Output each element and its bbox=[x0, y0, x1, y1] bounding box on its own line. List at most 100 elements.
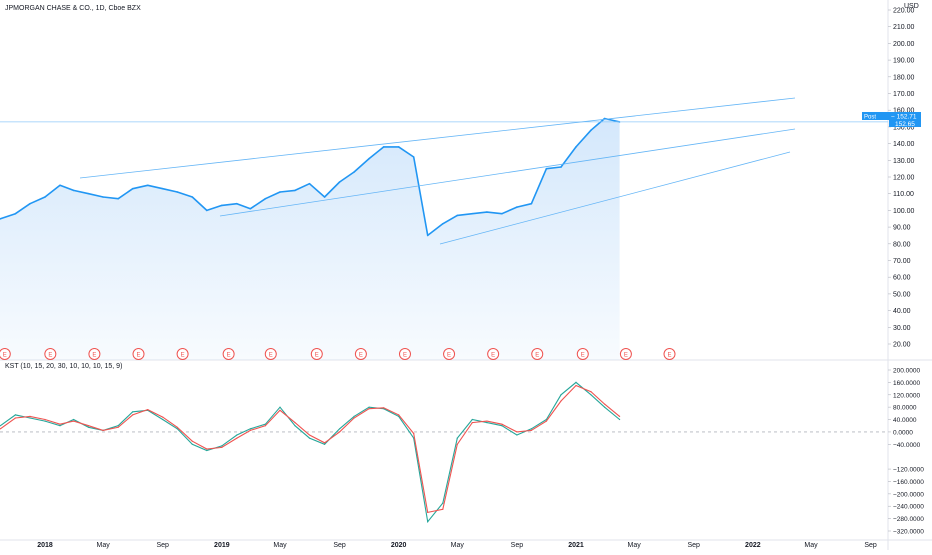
price-point[interactable] bbox=[191, 196, 194, 198]
earnings-marker[interactable]: E bbox=[531, 348, 544, 360]
kst-line-point[interactable] bbox=[619, 418, 621, 421]
kst-signal-line-point[interactable] bbox=[545, 420, 548, 422]
kst-line-point[interactable] bbox=[486, 422, 488, 424]
trendline[interactable] bbox=[219, 128, 796, 217]
kst-line-point[interactable] bbox=[604, 406, 606, 408]
kst-signal-line-point[interactable] bbox=[29, 415, 31, 417]
kst-signal-line-point[interactable] bbox=[486, 420, 488, 422]
kst-signal-line-point[interactable] bbox=[191, 440, 193, 442]
kst-signal-line-point[interactable] bbox=[324, 442, 326, 444]
earnings-marker[interactable]: E bbox=[88, 348, 101, 360]
price-point[interactable] bbox=[264, 197, 267, 200]
price-point[interactable] bbox=[338, 181, 341, 183]
kst-line-point[interactable] bbox=[353, 415, 355, 417]
price-point[interactable] bbox=[382, 146, 385, 148]
kst-signal-line-point[interactable] bbox=[249, 429, 251, 431]
price-point[interactable] bbox=[397, 146, 400, 148]
price-point[interactable] bbox=[323, 196, 326, 198]
kst-line-point[interactable] bbox=[44, 420, 46, 422]
kst-line-point[interactable] bbox=[590, 394, 592, 396]
kst-line-point[interactable] bbox=[339, 428, 341, 430]
price-point[interactable] bbox=[0, 218, 2, 220]
earnings-marker[interactable]: E bbox=[576, 348, 589, 360]
kst-line-point[interactable] bbox=[294, 425, 296, 427]
price-point[interactable] bbox=[102, 196, 104, 198]
earnings-marker[interactable]: E bbox=[176, 348, 189, 360]
earnings-marker[interactable]: E bbox=[354, 348, 367, 360]
price-point[interactable] bbox=[575, 146, 577, 148]
price-point[interactable] bbox=[146, 184, 149, 187]
kst-signal-line-point[interactable] bbox=[560, 400, 562, 402]
kst-line-point[interactable] bbox=[308, 437, 311, 439]
earnings-marker[interactable]: E bbox=[663, 348, 676, 360]
kst-signal-line-point[interactable] bbox=[413, 432, 415, 435]
kst-signal-line-point[interactable] bbox=[73, 420, 75, 422]
earnings-marker[interactable]: E bbox=[443, 348, 456, 360]
kst-line-point[interactable] bbox=[456, 437, 458, 439]
kst-line-point[interactable] bbox=[530, 428, 533, 430]
price-point[interactable] bbox=[516, 206, 518, 208]
kst-signal-line-point[interactable] bbox=[308, 434, 311, 436]
price-point[interactable] bbox=[412, 156, 415, 158]
kst-signal-line-point[interactable] bbox=[59, 423, 61, 425]
price-point[interactable] bbox=[131, 187, 134, 190]
kst-line-point[interactable] bbox=[575, 381, 577, 383]
kst-signal-line-point[interactable] bbox=[339, 431, 341, 433]
kst-signal-line-point[interactable] bbox=[264, 425, 266, 427]
kst-line-point[interactable] bbox=[14, 414, 16, 416]
price-point[interactable] bbox=[590, 129, 592, 131]
kst-signal-line-point[interactable] bbox=[353, 417, 355, 419]
kst-line-point[interactable] bbox=[279, 406, 281, 408]
kst-line-point[interactable] bbox=[132, 411, 134, 413]
kst-line-point[interactable] bbox=[427, 521, 429, 523]
kst-line-point[interactable] bbox=[88, 426, 90, 428]
kst-line-point[interactable] bbox=[221, 445, 223, 447]
kst-line-point[interactable] bbox=[560, 394, 562, 396]
kst-signal-line-point[interactable] bbox=[294, 422, 296, 424]
earnings-marker[interactable]: E bbox=[398, 348, 411, 360]
kst-signal-line-point[interactable] bbox=[516, 431, 518, 433]
price-point[interactable] bbox=[236, 202, 238, 205]
kst-signal-line-point[interactable] bbox=[0, 428, 1, 430]
kst-signal-line-point[interactable] bbox=[575, 384, 577, 387]
price-point[interactable] bbox=[14, 212, 17, 215]
kst-line-point[interactable] bbox=[73, 418, 75, 421]
price-point[interactable] bbox=[44, 196, 46, 198]
price-point[interactable] bbox=[176, 191, 179, 193]
kst-line-point[interactable] bbox=[516, 434, 518, 436]
price-point[interactable] bbox=[560, 166, 562, 168]
post-price-badge[interactable]: Post − 152.71 bbox=[862, 112, 921, 121]
price-point[interactable] bbox=[471, 212, 474, 215]
price-point[interactable] bbox=[117, 197, 119, 200]
kst-line-point[interactable] bbox=[162, 418, 164, 421]
kst-signal-line-point[interactable] bbox=[147, 409, 149, 411]
price-point[interactable] bbox=[456, 214, 459, 217]
price-point[interactable] bbox=[161, 187, 164, 190]
price-line[interactable] bbox=[0, 117, 620, 237]
price-point[interactable] bbox=[308, 182, 311, 185]
kst-signal-line-point[interactable] bbox=[368, 408, 370, 410]
kst-signal-line-point[interactable] bbox=[132, 414, 134, 416]
price-point[interactable] bbox=[353, 171, 355, 173]
kst-signal-line-point[interactable] bbox=[279, 409, 281, 411]
kst-signal-line-point[interactable] bbox=[427, 511, 429, 513]
kst-line-point[interactable] bbox=[442, 502, 444, 504]
price-point[interactable] bbox=[501, 212, 503, 215]
kst-signal-line-point[interactable] bbox=[206, 448, 208, 450]
trendline[interactable] bbox=[439, 151, 791, 245]
earnings-marker[interactable]: E bbox=[619, 348, 632, 360]
earnings-marker[interactable]: E bbox=[310, 348, 323, 360]
kst-signal-line-point[interactable] bbox=[604, 403, 606, 405]
price-point[interactable] bbox=[59, 184, 61, 187]
kst-line-point[interactable] bbox=[117, 425, 119, 427]
earnings-marker[interactable]: E bbox=[487, 348, 500, 360]
kst-signal-line-point[interactable] bbox=[236, 437, 238, 439]
kst-line-point[interactable] bbox=[249, 428, 251, 430]
price-point[interactable] bbox=[279, 191, 281, 193]
kst-line-point[interactable] bbox=[501, 425, 503, 427]
kst-line-point[interactable] bbox=[264, 423, 266, 425]
kst-signal-line-point[interactable] bbox=[44, 418, 46, 421]
kst-signal-line-point[interactable] bbox=[471, 422, 473, 424]
